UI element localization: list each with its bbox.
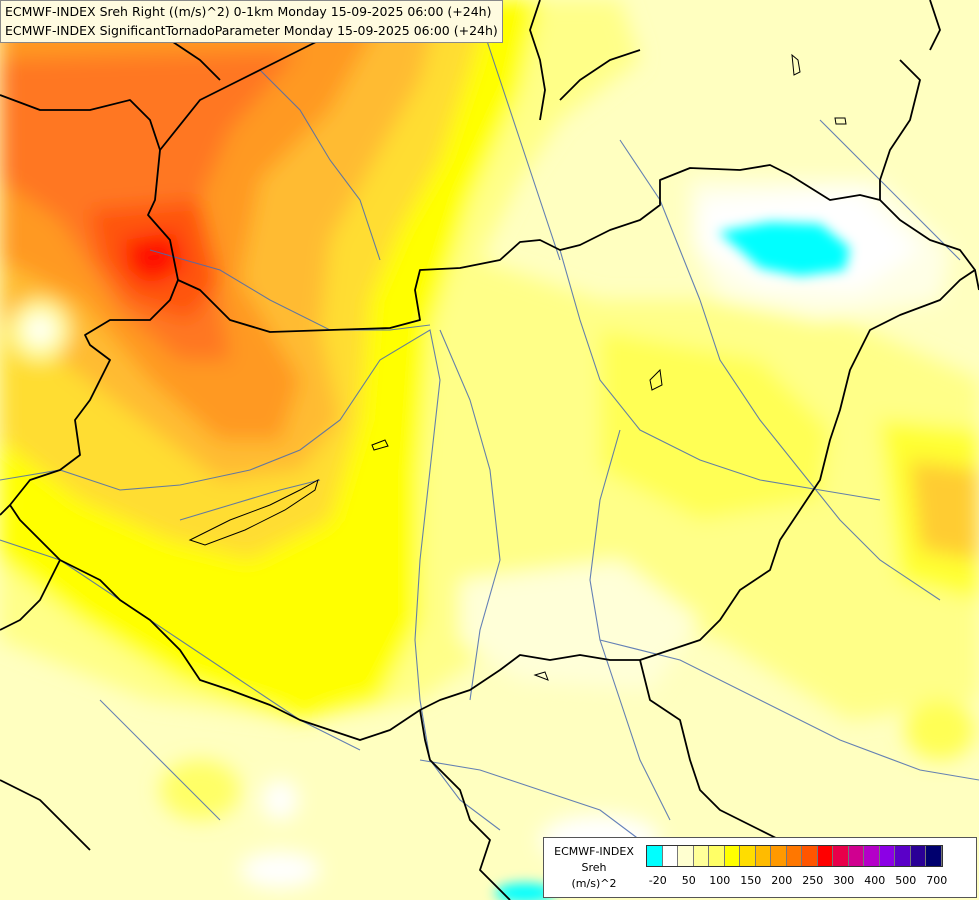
legend-tick-label: -20 bbox=[648, 874, 667, 887]
legend-tick-label: 250 bbox=[802, 874, 824, 887]
legend-swatch bbox=[910, 846, 926, 866]
legend-swatch bbox=[693, 846, 709, 866]
legend-swatch bbox=[662, 846, 678, 866]
small-lakes bbox=[371, 53, 847, 681]
color-legend: ECMWF-INDEX Sreh (m/s)^2 -20 50 100 150 200 2… bbox=[543, 837, 977, 898]
legend-tick-label: 500 bbox=[895, 874, 917, 887]
legend-swatch bbox=[926, 846, 942, 866]
legend-color-bar bbox=[646, 845, 943, 867]
map-title-box: ECMWF-INDEX Sreh Right ((m/s)^2) 0-1km M… bbox=[0, 0, 503, 43]
legend-swatch bbox=[740, 846, 756, 866]
legend-swatch bbox=[724, 846, 740, 866]
legend-tick-label: 400 bbox=[864, 874, 886, 887]
legend-swatch bbox=[848, 846, 864, 866]
legend-swatch bbox=[895, 846, 911, 866]
legend-swatch bbox=[786, 846, 802, 866]
legend-swatch bbox=[647, 846, 663, 866]
legend-tick-label: 300 bbox=[833, 874, 855, 887]
legend-title: ECMWF-INDEX Sreh (m/s)^2 bbox=[544, 844, 644, 892]
legend-ticks: -20 50 100 150 200 250 300 400 500 700 bbox=[646, 874, 976, 890]
legend-swatch bbox=[771, 846, 787, 866]
legend-swatch bbox=[802, 846, 818, 866]
legend-tick-label: 150 bbox=[740, 874, 762, 887]
legend-title-line-3: (m/s)^2 bbox=[571, 877, 617, 890]
legend-swatch bbox=[879, 846, 895, 866]
legend-swatch bbox=[709, 846, 725, 866]
lake bbox=[188, 478, 319, 546]
legend-tick-label: 50 bbox=[681, 874, 696, 887]
cyan-patches bbox=[495, 222, 850, 900]
legend-title-line-2: Sreh bbox=[581, 861, 607, 874]
legend-swatch bbox=[864, 846, 880, 866]
legend-swatch bbox=[817, 846, 833, 866]
legend-swatch bbox=[755, 846, 771, 866]
map-title-line-2: ECMWF-INDEX SignificantTornadoParameter … bbox=[5, 23, 498, 38]
legend-tick-label: 200 bbox=[771, 874, 793, 887]
legend-swatch bbox=[678, 846, 694, 866]
map-title-line-1: ECMWF-INDEX Sreh Right ((m/s)^2) 0-1km M… bbox=[5, 4, 492, 19]
legend-tick-label: 100 bbox=[709, 874, 731, 887]
legend-swatch bbox=[833, 846, 849, 866]
legend-tick-label: 700 bbox=[926, 874, 948, 887]
legend-title-line-1: ECMWF-INDEX bbox=[554, 845, 634, 858]
